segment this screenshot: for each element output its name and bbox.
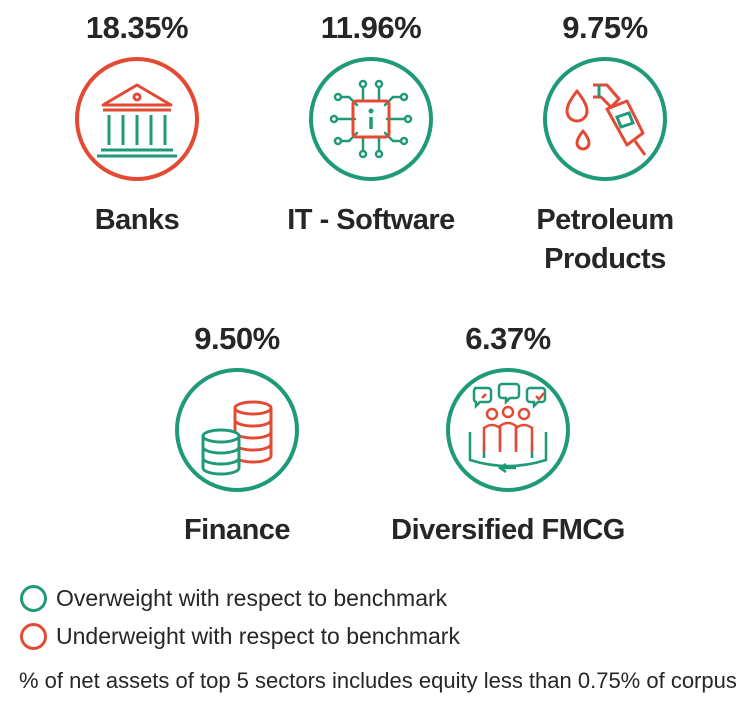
coins-icon bbox=[201, 400, 273, 476]
sector-circle-it-software bbox=[309, 57, 433, 181]
sector-circle-banks bbox=[75, 57, 199, 181]
sector-percent-finance: 9.50% bbox=[194, 321, 280, 356]
sector-percent-it-software: 11.96% bbox=[320, 10, 422, 45]
sector-name-it-software: IT - Software bbox=[287, 204, 455, 236]
sector-name-diversified-fmcg: Diversified FMCG bbox=[391, 514, 625, 546]
underweight-circle-icon bbox=[20, 622, 47, 650]
legend-overweight-label: Overweight with respect to benchmark bbox=[56, 584, 448, 611]
sector-name-line-2: Products bbox=[544, 243, 666, 275]
sector-name-petroleum-products: Petroleum Products bbox=[485, 201, 725, 279]
sector-name-banks: Banks bbox=[94, 204, 180, 236]
fuel-nozzle-icon bbox=[565, 83, 647, 156]
overweight-circle-icon bbox=[20, 584, 47, 612]
sector-percent-diversified-fmcg: 6.37% bbox=[465, 321, 551, 356]
sector-percent-banks: 18.35% bbox=[85, 10, 189, 45]
legend-underweight: Underweight with respect to benchmark bbox=[20, 620, 460, 652]
sector-circle-finance bbox=[175, 368, 299, 492]
bank-icon bbox=[97, 83, 177, 158]
legend-overweight: Overweight with respect to benchmark bbox=[20, 582, 447, 614]
footnote: % of net assets of top 5 sectors include… bbox=[19, 668, 737, 693]
sector-circle-petroleum-products bbox=[543, 57, 667, 181]
sector-percent-petroleum-products: 9.75% bbox=[562, 10, 648, 45]
chip-icon bbox=[329, 79, 413, 159]
consumers-icon bbox=[468, 382, 548, 474]
legend-underweight-label: Underweight with respect to benchmark bbox=[56, 622, 460, 649]
sector-name-finance: Finance bbox=[183, 514, 291, 546]
sector-name-line-1: Petroleum bbox=[536, 204, 674, 236]
sector-circle-diversified-fmcg bbox=[446, 368, 570, 492]
